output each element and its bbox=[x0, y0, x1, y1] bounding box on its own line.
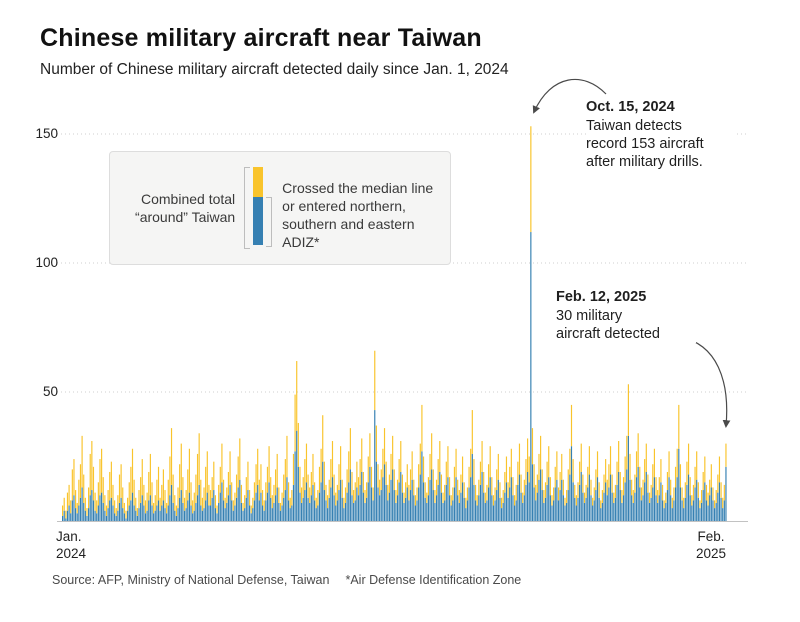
y-tick-150: 150 bbox=[35, 126, 58, 141]
source-line: Source: AFP, Ministry of National Defens… bbox=[52, 573, 521, 587]
annotation-feb12-body: 30 military aircraft detected bbox=[556, 308, 660, 342]
y-tick-50: 50 bbox=[42, 384, 58, 399]
legend-swatch bbox=[244, 167, 273, 249]
source-text: Source: AFP, Ministry of National Defens… bbox=[52, 573, 330, 587]
annotation-oct15-date: Oct. 15, 2024 bbox=[586, 99, 675, 115]
legend-swatch-blue bbox=[253, 197, 264, 245]
legend-label-combined-total: Combined total “around” Taiwan bbox=[135, 191, 236, 225]
annotation-arrow-oct15 bbox=[532, 78, 607, 114]
annotation-feb12: Feb. 12, 2025 30 military aircraft detec… bbox=[556, 288, 696, 343]
page-subtitle: Number of Chinese military aircraft dete… bbox=[40, 61, 509, 78]
footnote-text: *Air Defense Identification Zone bbox=[345, 573, 522, 587]
legend-bracket-crossed bbox=[266, 197, 273, 247]
y-tick-100: 100 bbox=[35, 255, 58, 270]
annotation-oct15-body: Taiwan detects record 153 aircraft after… bbox=[586, 118, 704, 170]
daily-bars bbox=[62, 126, 727, 522]
legend-box: Combined total “around” Taiwan Crossed t… bbox=[109, 151, 451, 265]
annotation-oct15: Oct. 15, 2024 Taiwan detects record 153 … bbox=[586, 98, 736, 171]
x-tick-jan-2024: Jan. 2024 bbox=[56, 529, 87, 561]
legend-label-crossed: Crossed the median line or entered north… bbox=[282, 180, 434, 250]
annotation-feb12-date: Feb. 12, 2025 bbox=[556, 289, 647, 305]
legend-bracket-total bbox=[244, 167, 251, 249]
page-title: Chinese military aircraft near Taiwan bbox=[40, 24, 482, 52]
legend-swatch-yellow bbox=[253, 167, 264, 197]
annotation-arrow-feb12 bbox=[679, 336, 731, 428]
x-tick-feb-2025: Feb. 2025 bbox=[695, 529, 727, 561]
